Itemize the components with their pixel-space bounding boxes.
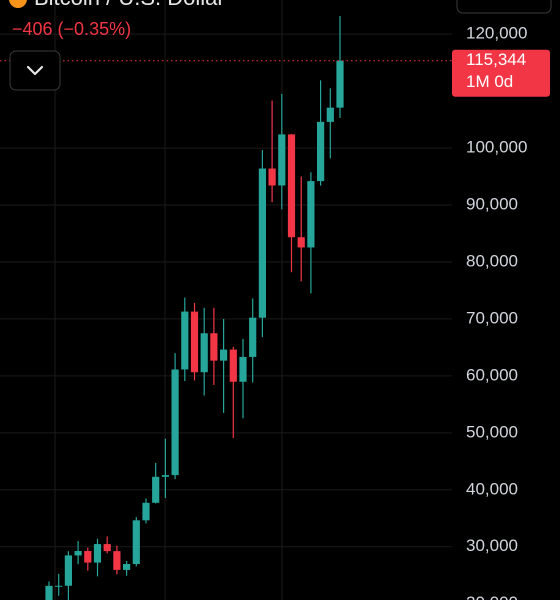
candle-body bbox=[93, 544, 102, 563]
candle-body bbox=[171, 369, 179, 476]
candle-body bbox=[103, 544, 111, 552]
candle-body bbox=[74, 551, 82, 556]
candle-body bbox=[84, 551, 92, 563]
candle-body bbox=[297, 237, 305, 248]
y-tick-label: 30,000 bbox=[466, 536, 518, 555]
y-tick-label: 50,000 bbox=[466, 422, 518, 441]
candle-body bbox=[161, 475, 169, 477]
candle-body bbox=[220, 349, 228, 361]
candle-body bbox=[278, 134, 286, 186]
candle-body bbox=[64, 555, 72, 586]
candle-body bbox=[239, 356, 247, 382]
candle-body bbox=[123, 564, 131, 570]
candle-body bbox=[229, 349, 237, 382]
candle-body bbox=[268, 168, 276, 186]
candle-body bbox=[45, 585, 53, 600]
chevron-icon bbox=[26, 65, 44, 76]
y-tick-label: 80,000 bbox=[466, 251, 518, 270]
price-change: −406 (−0.35%) bbox=[12, 19, 131, 39]
candle-body bbox=[55, 585, 63, 587]
candle-body bbox=[142, 502, 150, 521]
y-tick-label: 70,000 bbox=[466, 308, 518, 327]
candle-body bbox=[249, 317, 257, 357]
candle-body bbox=[181, 311, 189, 370]
y-tick-label: 90,000 bbox=[466, 195, 518, 214]
candle-body bbox=[317, 121, 325, 182]
candle-body bbox=[190, 311, 199, 373]
candle-body bbox=[152, 476, 160, 503]
candle-body bbox=[200, 333, 208, 373]
candle-body bbox=[326, 107, 334, 122]
candle-body bbox=[132, 520, 140, 565]
price-tag-label: 115,344 bbox=[466, 50, 526, 69]
y-tick-label: 60,000 bbox=[466, 365, 518, 384]
candle-body bbox=[287, 134, 296, 238]
y-tick-label: 120,000 bbox=[466, 24, 527, 43]
top-right-button[interactable] bbox=[456, 0, 552, 14]
symbol-title: Bitcoin / U.S. Dollar bbox=[34, 0, 225, 10]
collapse-button[interactable] bbox=[9, 50, 61, 91]
candle-body bbox=[258, 168, 266, 318]
candle-body bbox=[210, 333, 218, 361]
bar-countdown: 1M 0d bbox=[466, 72, 513, 91]
grid bbox=[0, 0, 452, 600]
y-tick-label: 100,000 bbox=[466, 138, 527, 157]
price-tag-box bbox=[452, 49, 550, 97]
y-tick-label: 20,000 bbox=[466, 593, 518, 600]
y-tick-label: 40,000 bbox=[466, 479, 518, 498]
coin-icon bbox=[9, 0, 27, 8]
candle-body bbox=[113, 551, 121, 570]
candle-body bbox=[307, 181, 315, 248]
candle-body bbox=[336, 60, 344, 108]
